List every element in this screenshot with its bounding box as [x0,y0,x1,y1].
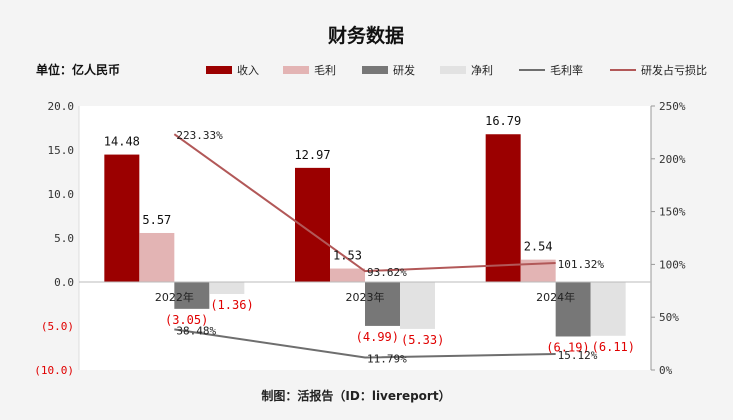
bar-收入 [104,154,140,282]
line-data-label: 11.79% [367,353,407,366]
left-tick-label: (5.0) [41,320,74,333]
line-data-label: 223.33% [176,129,223,142]
left-axis-ticks: 20.0 15.0 10.0 5.0 0.0 (5.0) (10.0) [34,100,74,377]
line-data-label: 38.48% [176,324,216,337]
legend-label: 研发 [393,63,415,77]
bar-data-label: (1.36) [210,298,253,312]
legend-swatch [283,66,309,74]
bar-净利 [590,282,626,336]
x-axis-labels: 2022年 2023年 2024年 [155,290,575,304]
left-tick-label: 5.0 [54,232,74,245]
legend-swatch [362,66,388,74]
bar-data-label: 16.79 [485,114,521,128]
legend: 收入 毛利 研发 净利 毛利率 研发占亏损比 [206,63,707,77]
bar-data-label: 14.48 [104,135,140,149]
right-tick-label: 100% [659,258,686,271]
legend-label: 研发占亏损比 [641,63,707,77]
bar-净利 [209,282,245,294]
bar-data-label: 1.53 [333,249,362,263]
source-note: 制图：活报告（ID：livereport） [261,388,450,403]
bar-data-label: (4.99) [356,330,399,344]
bars [104,134,626,337]
line-毛利率 [174,328,556,359]
bar-毛利 [520,259,556,282]
bar-毛利 [330,268,365,282]
right-axis-ticks: 250% 200% 150% 100% 50% 0% [651,100,686,377]
left-tick-label: 20.0 [48,100,75,113]
right-tick-label: 250% [659,100,686,113]
data-labels: 14.4812.9716.795.571.532.54(3.05)(4.99)(… [104,114,635,365]
legend-label: 收入 [237,63,259,77]
bar-data-label: (6.19) [546,340,589,354]
legend-swatch [206,66,232,74]
chart-title: 财务数据 [328,24,404,47]
bar-净利 [400,282,435,329]
left-tick-label: 10.0 [48,188,75,201]
left-tick-label: 0.0 [54,276,74,289]
bar-毛利 [139,232,175,282]
bar-data-label: 12.97 [294,148,330,162]
x-category-label: 2023年 [346,290,385,304]
legend-swatch [440,66,466,74]
bar-data-label: (3.05) [165,313,208,327]
line-研发占亏损比 [173,133,556,273]
right-tick-label: 0% [659,364,673,377]
bar-data-label: (5.33) [401,333,444,347]
right-tick-label: 50% [659,311,679,324]
unit-label: 单位：亿人民币 [36,62,120,77]
bar-收入 [485,134,521,282]
left-tick-label: (10.0) [34,364,74,377]
line-data-label: 93.62% [367,266,407,279]
line-data-label: 15.12% [558,349,598,362]
right-tick-label: 150% [659,206,686,219]
bar-data-label: (6.11) [592,340,635,354]
line-data-label: 101.32% [558,258,605,271]
x-category-label: 2022年 [155,290,194,304]
bar-研发 [365,282,400,326]
right-tick-label: 200% [659,153,686,166]
bar-研发 [174,282,210,309]
legend-label: 毛利 [314,64,336,77]
bar-data-label: 5.57 [142,213,171,227]
bar-data-label: 2.54 [524,240,553,254]
legend-label: 净利 [471,63,493,77]
x-category-label: 2024年 [536,290,575,304]
lines [173,133,556,359]
bar-研发 [555,282,591,337]
left-tick-label: 15.0 [48,144,75,157]
legend-label: 毛利率 [550,63,583,77]
